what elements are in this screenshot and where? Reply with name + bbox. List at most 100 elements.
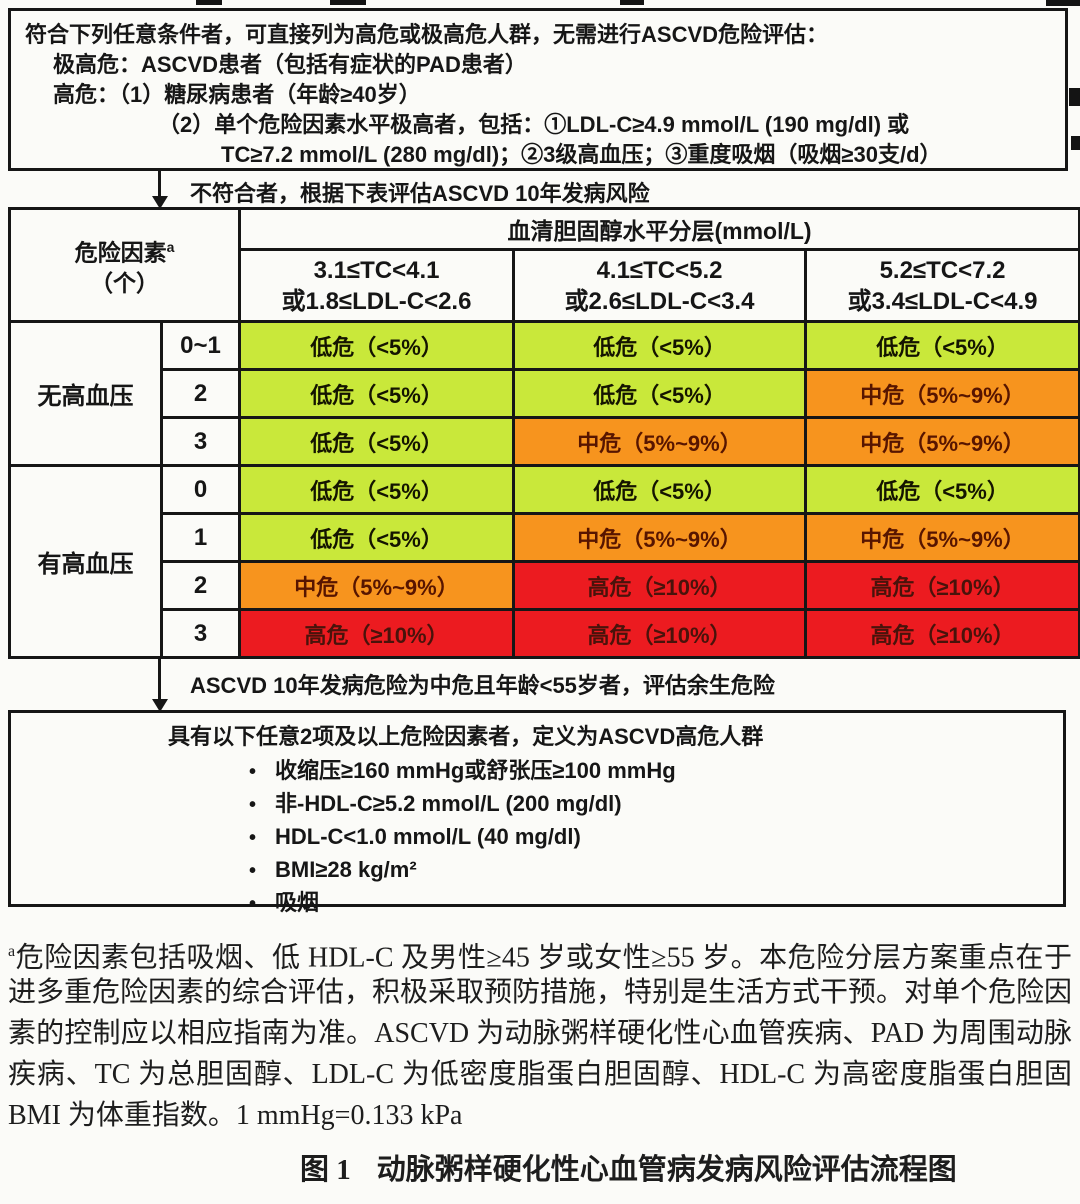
risk-cell: 低危（<5%） <box>238 368 516 419</box>
scan-artifact <box>1069 88 1080 106</box>
risk-cell: 中危（5%~9%） <box>512 512 808 563</box>
list-item: • 吸烟 <box>11 887 1063 920</box>
risk-cell: 中危（5%~9%） <box>804 416 1080 467</box>
risk-cell: 中危（5%~9%） <box>238 560 516 611</box>
risk-factor-text: 非-HDL-C≥5.2 mmol/L (200 mg/dl) <box>275 791 622 816</box>
risk-table: 危险因素a （个） 血清胆固醇水平分层(mmol/L) 3.1≤TC<4.1 或… <box>7 207 1080 659</box>
table-row: 2 中危（5%~9%） 高危（≥10%） 高危（≥10%） <box>10 560 1080 611</box>
figure-caption-text: 动脉粥样硬化性心血管病发病风险评估流程图 <box>376 1154 957 1186</box>
footnote-line: 疾病、TC 为总胆固醇、LDL-C 为低密度脂蛋白胆固醇、HDL-C 为高密度脂… <box>8 1059 1072 1090</box>
ldl-range: 或3.4≤LDL-C<4.9 <box>847 287 1038 315</box>
table-row: 危险因素a （个） 血清胆固醇水平分层(mmol/L) <box>7 207 1080 323</box>
list-item: • 收缩压≥160 mmHg或舒张压≥100 mmHg <box>11 755 1063 788</box>
flow-connector-line <box>158 170 161 198</box>
footnote-line: a危险因素包括吸烟、低 HDL-C 及男性≥45 岁或女性≥55 岁。本危险分层… <box>8 942 1072 972</box>
risk-cell: 中危（5%~9%） <box>804 368 1080 419</box>
risk-cell: 高危（≥10%） <box>238 608 516 659</box>
footnote-line: 进多重危险因素的综合评估，积极采取预防措施，特别是生活方式干预。对单个危险因 <box>8 977 1072 1008</box>
tc-range: 3.1≤TC<4.1 <box>313 256 440 284</box>
footnote-marker: a <box>166 239 175 256</box>
bullet-icon: • <box>249 827 257 849</box>
list-item: • 非-HDL-C≥5.2 mmol/L (200 mg/dl) <box>11 788 1063 821</box>
factor-count-cell: 3 <box>159 608 242 659</box>
scan-artifact <box>1071 136 1080 150</box>
table-row: 3 高危（≥10%） 高危（≥10%） 高危（≥10%） <box>10 608 1080 659</box>
criteria-box: 符合下列任意条件者，可直接列为高危或极高危人群，无需进行ASCVD危险评估： 极… <box>8 8 1068 171</box>
risk-cell: 低危（<5%） <box>512 464 808 515</box>
risk-cell: 中危（5%~9%） <box>804 512 1080 563</box>
flow-step-label: ASCVD 10年发病危险为中危且年龄<55岁者，评估余生危险 <box>190 673 775 698</box>
risk-cell: 低危（<5%） <box>238 512 516 563</box>
risk-factor-text: HDL-C<1.0 mmol/L (40 mg/dl) <box>275 824 581 849</box>
figure-caption: 图 1 动脉粥样硬化性心血管病发病风险评估流程图 <box>300 1146 957 1188</box>
column-header-cell: 3.1≤TC<4.1 或1.8≤LDL-C<2.6 <box>238 248 516 323</box>
factor-count-cell: 0~1 <box>159 320 242 371</box>
footnote-line: 素的控制应以相应指南为准。ASCVD 为动脉粥样硬化性心血管疾病、PAD 为周围… <box>8 1018 1072 1049</box>
risk-cell: 中危（5%~9%） <box>512 416 808 467</box>
ldl-range: 或2.6≤LDL-C<3.4 <box>564 287 755 315</box>
bullet-icon: • <box>249 893 257 915</box>
criteria-line: 极高危：ASCVD患者（包括有症状的PAD患者） <box>53 52 527 77</box>
criteria-line: TC≥7.2 mmol/L (280 mg/dl)；②3级高血压；③重度吸烟（吸… <box>221 142 942 167</box>
risk-cell: 低危（<5%） <box>804 320 1080 371</box>
criteria-line: 符合下列任意条件者，可直接列为高危或极高危人群，无需进行ASCVD危险评估： <box>25 22 829 47</box>
arrow-down-icon <box>152 196 168 209</box>
scan-artifact <box>1046 0 1080 6</box>
risk-cell: 高危（≥10%） <box>804 608 1080 659</box>
risk-cell: 高危（≥10%） <box>512 560 808 611</box>
table-row: 有高血压 0 低危（<5%） 低危（<5%） 低危（<5%） <box>8 464 1080 659</box>
corner-header-title: 危险因素 <box>74 239 167 266</box>
factor-count-cell: 3 <box>159 416 242 467</box>
scan-artifact <box>620 0 644 5</box>
column-header-cell: 4.1≤TC<5.2 或2.6≤LDL-C<3.4 <box>512 248 808 323</box>
criteria-line: 高危：（1）糖尿病患者（年龄≥40岁） <box>53 82 421 107</box>
bullet-icon: • <box>249 860 257 882</box>
footnote-line: BMI 为体重指数。1 mmHg=0.133 kPa <box>8 1100 463 1131</box>
risk-factor-text: 收缩压≥160 mmHg或舒张压≥100 mmHg <box>275 758 676 783</box>
ldl-range: 或1.8≤LDL-C<2.6 <box>281 287 472 315</box>
risk-cell: 低危（<5%） <box>238 464 516 515</box>
factor-count-cell: 2 <box>159 560 242 611</box>
risk-factor-text: BMI≥28 kg/m² <box>275 857 417 882</box>
column-header-cell: 5.2≤TC<7.2 或3.4≤LDL-C<4.9 <box>804 248 1080 323</box>
risk-cell: 低危（<5%） <box>512 320 808 371</box>
table-row: 3.1≤TC<4.1 或1.8≤LDL-C<2.6 4.1≤TC<5.2 或2.… <box>10 248 1080 323</box>
residual-risk-box: 具有以下任意2项及以上危险因素者，定义为ASCVD高危人群 • 收缩压≥160 m… <box>8 710 1066 915</box>
group-label-cell: 有高血压 <box>8 464 163 659</box>
figure-number: 图 1 <box>300 1154 351 1186</box>
bullet-icon: • <box>249 761 257 783</box>
risk-cell: 低危（<5%） <box>238 320 516 371</box>
risk-cell: 低危（<5%） <box>804 464 1080 515</box>
scan-artifact <box>330 0 366 5</box>
risk-cell: 低危（<5%） <box>238 416 516 467</box>
corner-header-cell: 危险因素a （个） <box>7 207 242 323</box>
factor-count-cell: 1 <box>159 512 242 563</box>
table-row: 无高血压 0~1 低危（<5%） 低危（<5%） 低危（<5%） <box>8 320 1080 467</box>
risk-cell: 低危（<5%） <box>512 368 808 419</box>
footnote-marker: a <box>8 943 16 960</box>
column-group-header: 血清胆固醇水平分层(mmol/L) <box>238 207 1080 251</box>
factor-count-cell: 0 <box>159 464 242 515</box>
table-row: 3 低危（<5%） 中危（5%~9%） 中危（5%~9%） <box>10 416 1080 467</box>
criteria-line: （2）单个危险因素水平极高者，包括：①LDL-C≥4.9 mmol/L (190… <box>158 112 910 137</box>
tc-range: 5.2≤TC<7.2 <box>879 256 1006 284</box>
list-item: • HDL-C<1.0 mmol/L (40 mg/dl) <box>11 821 1063 854</box>
table-row: 2 低危（<5%） 低危（<5%） 中危（5%~9%） <box>10 368 1080 419</box>
corner-header-sub: （个） <box>90 269 159 296</box>
factor-count-cell: 2 <box>159 368 242 419</box>
risk-cell: 高危（≥10%） <box>512 608 808 659</box>
scan-artifact <box>196 0 222 5</box>
table-row: 1 低危（<5%） 中危（5%~9%） 中危（5%~9%） <box>10 512 1080 563</box>
residual-risk-title: 具有以下任意2项及以上危险因素者，定义为ASCVD高危人群 <box>168 724 764 749</box>
figure-footnote: a危险因素包括吸烟、低 HDL-C 及男性≥45 岁或女性≥55 岁。本危险分层… <box>8 931 1072 1136</box>
list-item: • BMI≥28 kg/m² <box>11 854 1063 887</box>
risk-factor-text: 吸烟 <box>275 890 320 915</box>
arrow-down-icon <box>152 699 168 712</box>
risk-cell: 高危（≥10%） <box>804 560 1080 611</box>
flow-step-label: 不符合者，根据下表评估ASCVD 10年发病风险 <box>190 181 650 206</box>
bullet-icon: • <box>249 794 257 816</box>
risk-factor-list: • 收缩压≥160 mmHg或舒张压≥100 mmHg • 非-HDL-C≥5.2 … <box>11 755 1063 920</box>
group-label-cell: 无高血压 <box>8 320 163 467</box>
tc-range: 4.1≤TC<5.2 <box>596 256 723 284</box>
